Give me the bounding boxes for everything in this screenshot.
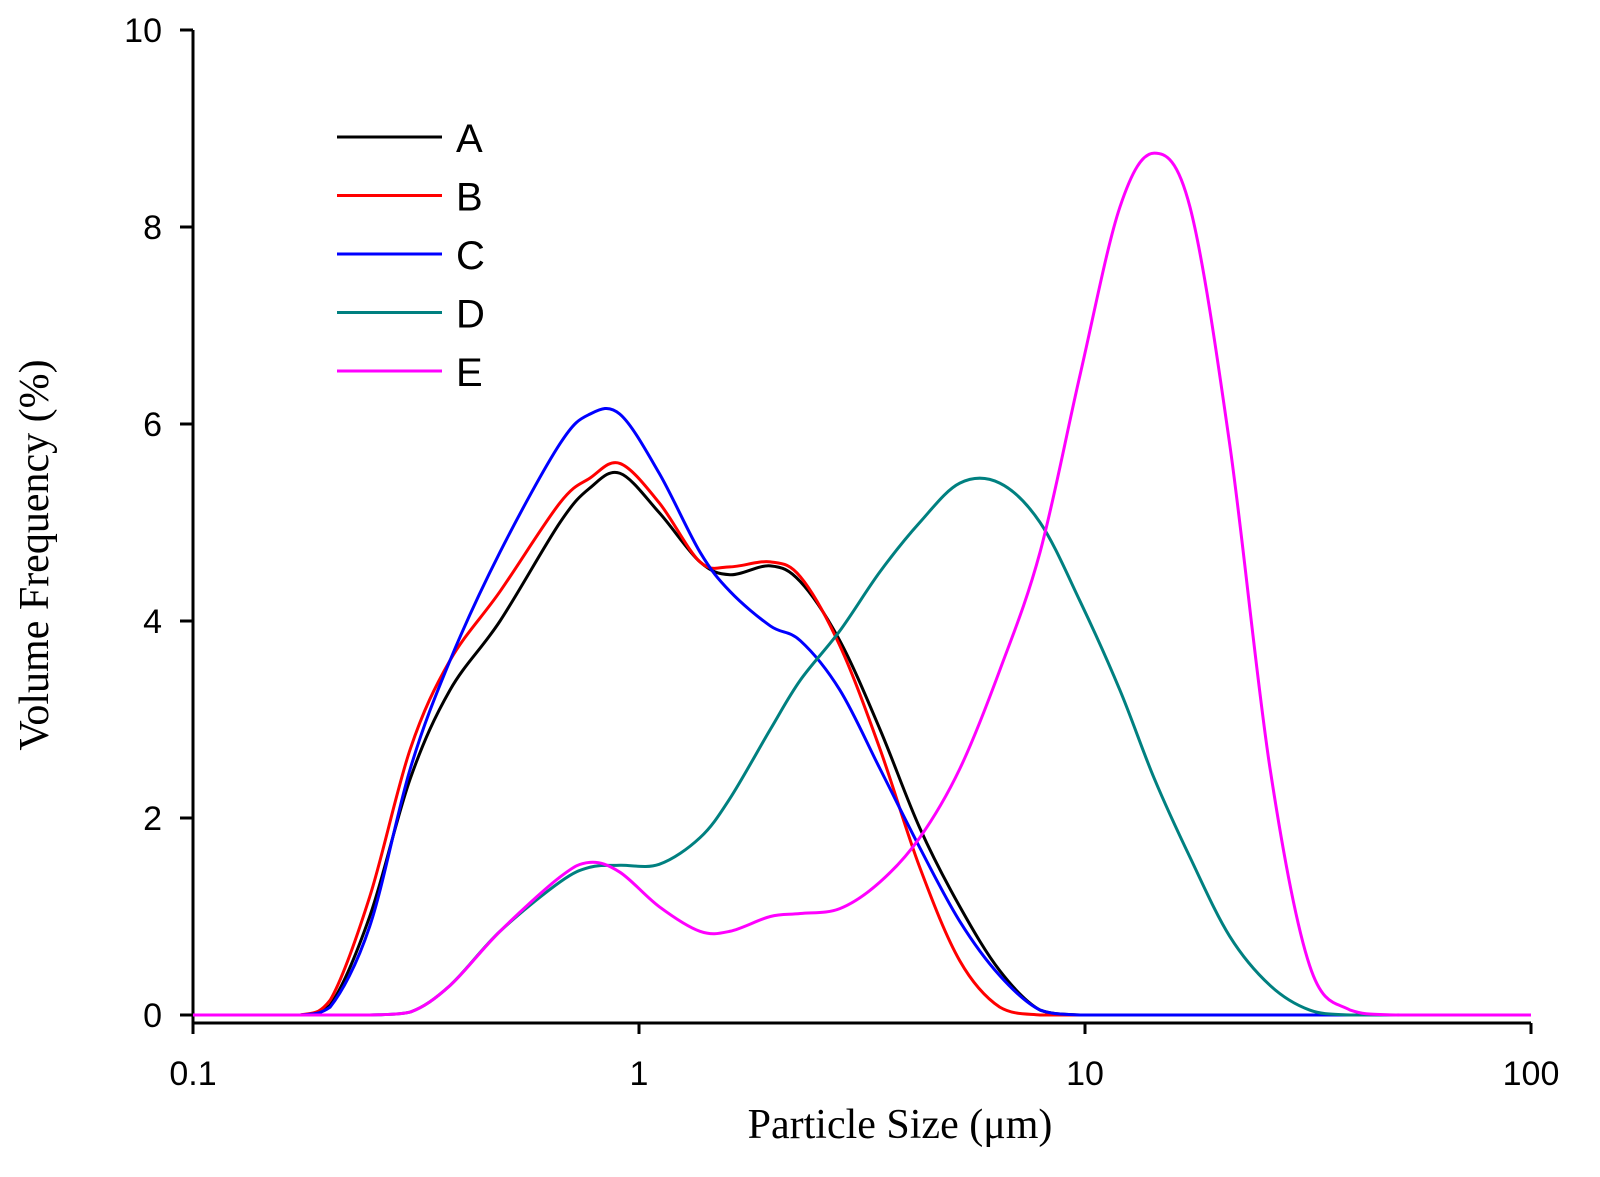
x-tick-label: 10 xyxy=(1066,1055,1104,1093)
legend-label-C: C xyxy=(456,234,485,278)
series-line-C xyxy=(192,407,1531,1017)
series-line-A xyxy=(192,470,1531,1017)
y-axis-title: Volume Frequency (%) xyxy=(12,359,58,750)
y-tick-label: 0 xyxy=(143,997,162,1035)
legend-label-B: B xyxy=(456,176,483,220)
x-axis-title: Particle Size (μm) xyxy=(748,1102,1053,1148)
series-line-B xyxy=(192,461,1531,1017)
x-tick-label: 100 xyxy=(1503,1055,1560,1093)
axes xyxy=(191,30,1531,1025)
series-line-D xyxy=(192,476,1531,1017)
y-tick-label: 8 xyxy=(143,209,162,247)
y-tick-label: 2 xyxy=(143,800,162,838)
y-tick-label: 10 xyxy=(124,12,162,50)
legend-label-A: A xyxy=(456,117,483,161)
y-tick-label: 6 xyxy=(143,406,162,444)
x-tick-label: 1 xyxy=(630,1055,649,1093)
x-tick-label: 0.1 xyxy=(169,1055,216,1093)
legend-label-E: E xyxy=(456,351,483,395)
y-tick-label: 4 xyxy=(143,603,162,641)
series-line-E xyxy=(192,151,1531,1017)
legend-label-D: D xyxy=(456,293,485,337)
